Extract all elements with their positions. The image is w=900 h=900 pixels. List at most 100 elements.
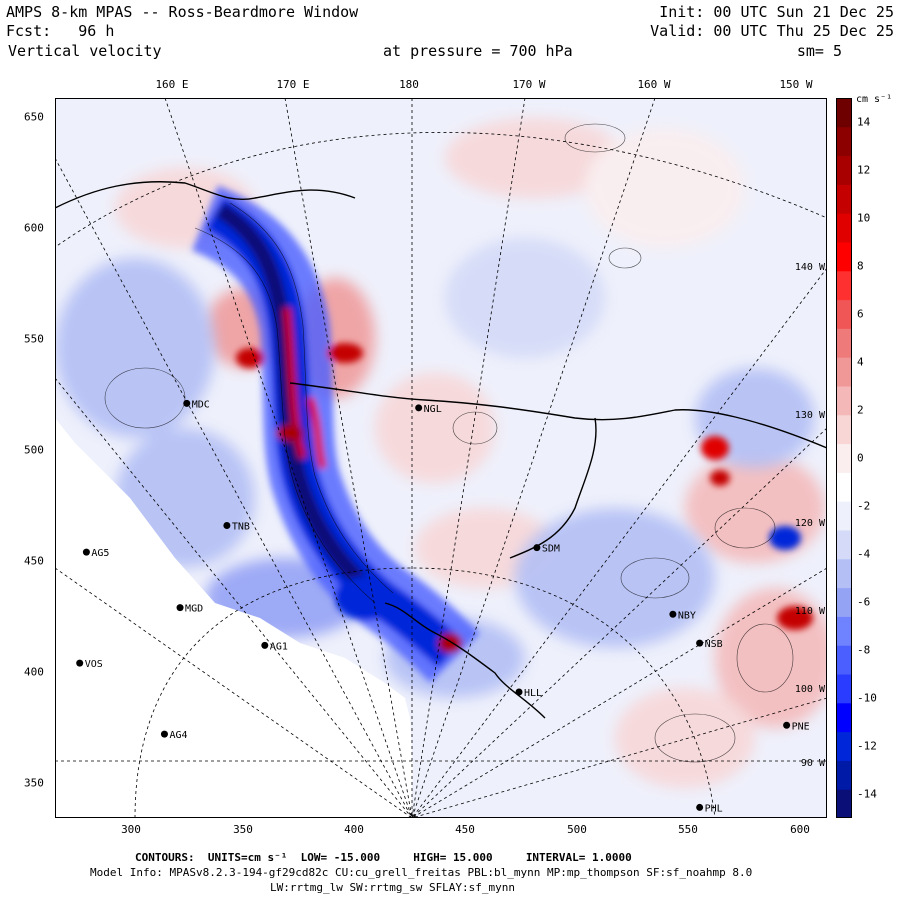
station-ag4: AG4 [160, 730, 188, 741]
vertical-velocity-map: MDC NGL TNB AG5 SDM MGD AG1 NBY NSB VOS HLL PNE AG4 P… [55, 98, 827, 818]
colorbar-tick-label: 0 [857, 451, 864, 465]
colorbar-tick-label: 2 [857, 403, 864, 417]
station-marker [223, 521, 231, 529]
map-gridlines [55, 98, 827, 818]
colorbar-tick-label: 12 [857, 163, 871, 177]
station-label: PNE [792, 721, 810, 732]
colorbar-swatch [836, 242, 852, 272]
colorbar-swatch [836, 558, 852, 589]
colorbar-tick-label: 10 [857, 211, 871, 225]
colorbar-swatch [836, 270, 852, 301]
station-ag1: AG1 [261, 641, 288, 652]
colorbar-tick-label: 4 [857, 355, 864, 369]
station-ag5: AG5 [82, 548, 109, 559]
colorbar-swatch [836, 98, 852, 128]
station-pne: PNE [783, 721, 810, 732]
x-tick-600: 600 [790, 823, 810, 836]
colorbar-swatch [836, 731, 852, 761]
y-tick-550: 550 [24, 332, 44, 346]
colorbar-swatch [836, 155, 852, 185]
colorbar-swatch [836, 587, 852, 617]
y-tick-400: 400 [24, 665, 44, 679]
pressure-label: at pressure = [383, 42, 501, 60]
colorbar-swatch [836, 702, 852, 733]
station-nsb: NSB [696, 639, 723, 650]
y-tick-500: 500 [24, 443, 44, 457]
y-tick-600: 600 [24, 221, 44, 235]
colorbar-swatch [836, 789, 852, 818]
colorbar-swatch [836, 674, 852, 704]
right-lon-label: 140 W [795, 262, 826, 273]
model-info-line2: LW:rrtmg_lw SW:rrtmg_sw SFLAY:sf_mynn [270, 881, 516, 894]
colorbar-frame [836, 98, 852, 818]
colorbar-tick-label: -12 [857, 739, 877, 753]
colorbar-swatch [836, 530, 852, 560]
colorbar-swatch [836, 184, 852, 214]
station-ngl: NGL [415, 404, 442, 415]
colorbar-swatch [836, 645, 852, 675]
right-lon-label: 100 W [795, 684, 826, 695]
station-mdc: MDC [183, 399, 210, 410]
station-label: TNB [232, 521, 250, 532]
station-sdm: SDM [533, 544, 560, 555]
model-info: Model Info: MPASv8.2.3-194-gf29cd82c CU:… [90, 866, 753, 879]
station-label: MDC [192, 399, 210, 410]
y-tick-450: 450 [24, 554, 44, 568]
station-marker [533, 544, 541, 552]
high-value: HIGH= 15.000 [413, 851, 493, 864]
station-marker [82, 548, 90, 556]
field-name: Vertical velocity [8, 42, 162, 60]
colorbar-swatch [836, 760, 852, 790]
station-label: NBY [678, 610, 696, 621]
y-tick-650: 650 [24, 110, 44, 124]
plot-frame [55, 98, 827, 818]
colorbar [836, 98, 852, 818]
y-tick-350: 350 [24, 776, 44, 790]
lon-label-180: 180 [399, 78, 419, 91]
right-lon-label: 110 W [795, 606, 826, 617]
station-marker [183, 399, 191, 407]
x-tick-300: 300 [121, 823, 141, 836]
forecast-value: 96 h [78, 22, 115, 40]
units-label: UNITS=cm s⁻¹ [207, 851, 288, 864]
colorbar-swatch [836, 328, 852, 358]
station-marker [176, 604, 184, 612]
right-lon-label: 90 W [801, 758, 826, 769]
colorbar-tick-label: -6 [857, 595, 871, 609]
station-marker [696, 639, 704, 647]
colorbar-swatch [836, 472, 852, 502]
contours-label: CONTOURS: [135, 851, 195, 864]
station-hll: HLL [515, 688, 542, 699]
right-lon-labels: 140 W 130 W 120 W 110 W 100 W 90 W [795, 262, 826, 769]
colorbar-swatch [836, 126, 852, 157]
colorbar-swatch [836, 443, 852, 473]
station-marker [515, 688, 523, 696]
lon-label-150w: 150 W [779, 78, 813, 91]
colorbar-tick-label: -4 [857, 547, 871, 561]
contour-info: CONTOURS: UNITS=cm s⁻¹ LOW= -15.000 HIGH… [135, 851, 632, 864]
colorbar-swatch [836, 386, 852, 416]
x-tick-500: 500 [567, 823, 587, 836]
no-data-region [55, 418, 413, 818]
colorbar-swatch [836, 616, 852, 646]
station-marker [415, 404, 423, 412]
lon-label-160w: 160 W [637, 78, 671, 91]
pressure-value: 700 hPa [509, 42, 573, 60]
contour-lines [104, 123, 794, 763]
colorbar-swatch [836, 414, 852, 445]
colorbar-tick-label: -14 [857, 787, 877, 801]
colorbar-swatch [836, 299, 852, 329]
station-phl: PHL [696, 803, 723, 814]
colorbar-tick-label: 8 [857, 259, 864, 273]
station-label: HLL [524, 688, 542, 699]
station-label: AG4 [169, 730, 187, 741]
map-title: AMPS 8-km MPAS -- Ross-Beardmore Window [6, 3, 359, 21]
station-marker [696, 803, 704, 811]
station-marker [76, 659, 84, 667]
valid-time: Valid: 00 UTC Thu 25 Dec 25 [650, 22, 894, 40]
station-label: SDM [542, 544, 560, 555]
station-label: MGD [185, 604, 203, 615]
colorbar-tick-label: -8 [857, 643, 871, 657]
station-vos: VOS [76, 659, 103, 670]
station-marker [261, 641, 269, 649]
